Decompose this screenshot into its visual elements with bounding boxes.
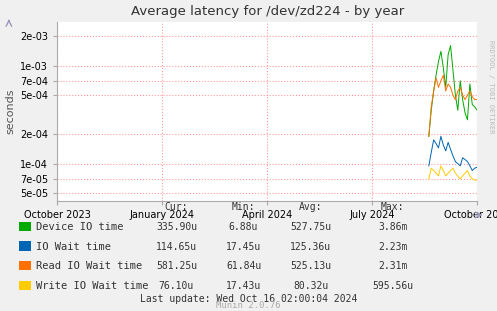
Text: 61.84u: 61.84u <box>226 261 261 271</box>
Title: Average latency for /dev/zd224 - by year: Average latency for /dev/zd224 - by year <box>131 5 404 18</box>
Text: 114.65u: 114.65u <box>156 242 197 252</box>
Text: 335.90u: 335.90u <box>156 222 197 232</box>
Text: 3.86m: 3.86m <box>378 222 408 232</box>
Text: 595.56u: 595.56u <box>372 281 413 291</box>
Text: Device IO time: Device IO time <box>36 222 124 232</box>
Text: 6.88u: 6.88u <box>229 222 258 232</box>
Text: 125.36u: 125.36u <box>290 242 331 252</box>
Text: RRDTOOL / TOBI OETIKER: RRDTOOL / TOBI OETIKER <box>488 40 494 134</box>
Y-axis label: seconds: seconds <box>6 88 16 134</box>
Text: 525.13u: 525.13u <box>290 261 331 271</box>
Text: 17.45u: 17.45u <box>226 242 261 252</box>
Text: Munin 2.0.76: Munin 2.0.76 <box>216 301 281 310</box>
Text: IO Wait time: IO Wait time <box>36 242 111 252</box>
Text: 80.32u: 80.32u <box>293 281 328 291</box>
Text: Read IO Wait time: Read IO Wait time <box>36 261 143 271</box>
Text: Cur:: Cur: <box>165 202 188 212</box>
Text: 2.31m: 2.31m <box>378 261 408 271</box>
Text: Max:: Max: <box>381 202 405 212</box>
Text: Min:: Min: <box>232 202 255 212</box>
Text: 76.10u: 76.10u <box>159 281 194 291</box>
Text: Avg:: Avg: <box>299 202 323 212</box>
Text: 527.75u: 527.75u <box>290 222 331 232</box>
Text: Last update: Wed Oct 16 02:00:04 2024: Last update: Wed Oct 16 02:00:04 2024 <box>140 294 357 304</box>
Text: 581.25u: 581.25u <box>156 261 197 271</box>
Text: Write IO Wait time: Write IO Wait time <box>36 281 149 291</box>
Text: 17.43u: 17.43u <box>226 281 261 291</box>
Text: 2.23m: 2.23m <box>378 242 408 252</box>
